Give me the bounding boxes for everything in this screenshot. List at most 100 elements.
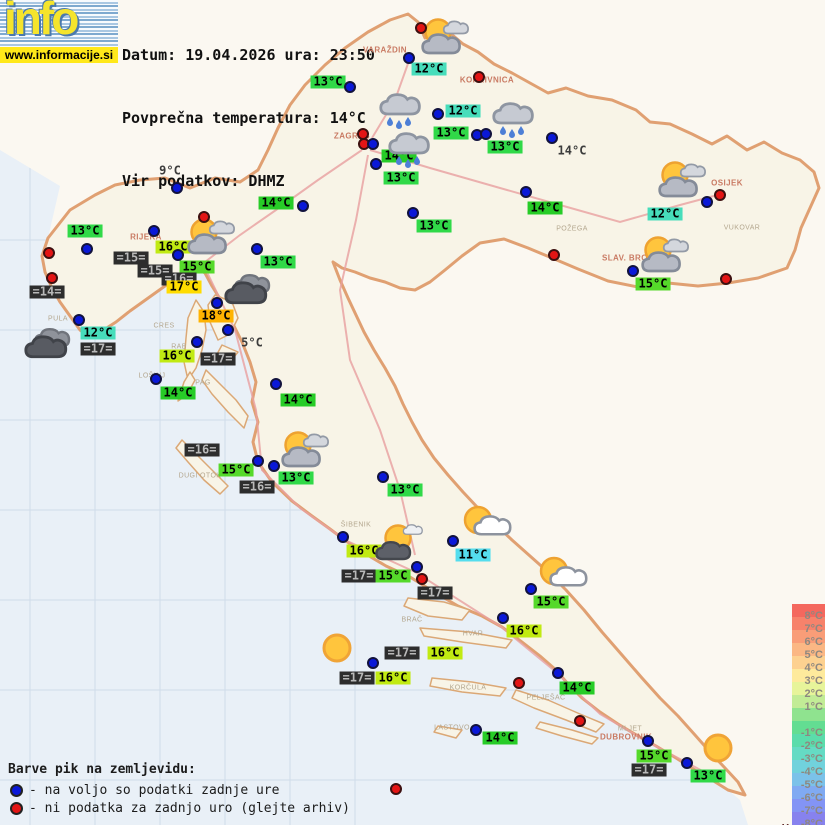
scale-row: 7°C: [792, 617, 825, 635]
station-dot-stale[interactable]: [548, 249, 560, 261]
map-city-label: ZAGREB: [333, 131, 371, 141]
legend-item-label: - na voljo so podatki zadnje ure: [29, 782, 280, 798]
station-dot-recent[interactable]: [268, 460, 280, 472]
map-city-label: DUBROVNIK: [599, 732, 653, 742]
scale-row: -5°C: [792, 773, 825, 791]
no-data-temp-label: =17=: [80, 342, 116, 356]
no-data-temp-label: =17=: [384, 646, 420, 660]
station-dot-recent[interactable]: [367, 657, 379, 669]
station-dot-recent[interactable]: [191, 336, 203, 348]
station-dot-recent[interactable]: [367, 138, 379, 150]
map-city-label: PAG: [195, 379, 211, 387]
station-dot-stale[interactable]: [574, 715, 586, 727]
sun-white-cloud-icon: [534, 554, 588, 596]
sun-cloud-icon: [416, 16, 470, 60]
station-dot-stale[interactable]: [46, 272, 58, 284]
station-dot-recent[interactable]: [642, 735, 654, 747]
temp-label: 13°C: [67, 224, 103, 238]
temp-label: 17°C: [166, 280, 202, 294]
scale-row: 2°C: [792, 682, 825, 700]
station-dot-recent[interactable]: [403, 52, 415, 64]
station-dot-stale[interactable]: [714, 189, 726, 201]
scale-row: -4°C: [792, 760, 825, 778]
temp-label: 13°C: [310, 75, 346, 89]
station-dot-recent[interactable]: [546, 132, 558, 144]
no-data-temp-label: =14=: [29, 285, 65, 299]
sun-icon: [702, 732, 734, 764]
station-dot-recent[interactable]: [337, 531, 349, 543]
station-dot-recent[interactable]: [497, 612, 509, 624]
temp-label: 12°C: [411, 62, 447, 76]
scale-row: -8°C: [792, 812, 825, 825]
map-city-label: PULA: [48, 315, 68, 323]
scale-row: 5°C: [792, 643, 825, 661]
station-dot-recent[interactable]: [172, 249, 184, 261]
station-dot-stale[interactable]: [720, 273, 732, 285]
scale-row: -3°C: [792, 747, 825, 765]
map-city-label: DUGI OTOK: [178, 472, 222, 480]
station-dot-stale[interactable]: [43, 247, 55, 259]
temp-label: 16°C: [506, 624, 542, 638]
temp-label: 13°C: [260, 255, 296, 269]
station-dot-recent[interactable]: [552, 667, 564, 679]
station-dot-recent[interactable]: [701, 196, 713, 208]
station-dot-recent[interactable]: [407, 207, 419, 219]
station-dot-stale[interactable]: [198, 211, 210, 223]
legend-dot-icon: [10, 783, 23, 797]
station-dot-stale[interactable]: [513, 677, 525, 689]
station-dot-recent[interactable]: [470, 724, 482, 736]
header-date-line: Datum: 19.04.2026 ura: 23:50: [122, 46, 375, 64]
station-dot-recent[interactable]: [525, 583, 537, 595]
station-dot-recent[interactable]: [81, 243, 93, 255]
legend-item: - ni podatka za zadnjo uro (glejte arhiv…: [8, 799, 350, 817]
station-dot-stale[interactable]: [390, 783, 402, 795]
station-dot-recent[interactable]: [211, 297, 223, 309]
legend-item-label: - ni podatka za zadnjo uro (glejte arhiv…: [29, 800, 350, 816]
station-dot-recent[interactable]: [411, 561, 423, 573]
station-dot-stale[interactable]: [416, 573, 428, 585]
temp-label: 15°C: [533, 595, 569, 609]
sun-cloud-icon: [276, 429, 330, 473]
station-dot-recent[interactable]: [73, 314, 85, 326]
legend-title: Barve pik na zemljevidu:: [8, 762, 196, 777]
station-dot-recent[interactable]: [480, 128, 492, 140]
scale-row: -7°C: [792, 799, 825, 817]
croatia-border: [40, 12, 821, 797]
temp-label: 12°C: [647, 207, 683, 221]
logo-url[interactable]: www.informacije.si: [0, 47, 118, 63]
map-city-label: HVAR: [462, 630, 484, 638]
station-dot-recent[interactable]: [251, 243, 263, 255]
temp-label: 15°C: [636, 749, 672, 763]
temp-label: 14°C: [280, 393, 316, 407]
station-dot-recent[interactable]: [681, 757, 693, 769]
station-dot-stale[interactable]: [473, 71, 485, 83]
no-data-temp-label: =17=: [417, 586, 453, 600]
station-dot-recent[interactable]: [148, 225, 160, 237]
no-data-temp-label: =17=: [631, 763, 667, 777]
station-dot-recent[interactable]: [520, 186, 532, 198]
station-dot-stale[interactable]: [415, 22, 427, 34]
station-dot-recent[interactable]: [222, 324, 234, 336]
scale-row: [792, 708, 825, 721]
scale-row: 6°C: [792, 630, 825, 648]
station-dot-recent[interactable]: [627, 265, 639, 277]
station-dot-recent[interactable]: [447, 535, 459, 547]
station-dot-recent[interactable]: [377, 471, 389, 483]
station-dot-recent[interactable]: [171, 182, 183, 194]
station-dot-recent[interactable]: [344, 81, 356, 93]
station-dot-recent[interactable]: [370, 158, 382, 170]
map-city-label: BRAČ: [401, 616, 423, 624]
no-data-temp-label: =17=: [339, 671, 375, 685]
station-dot-recent[interactable]: [150, 373, 162, 385]
no-data-temp-label: =15=: [113, 251, 149, 265]
station-dot-recent[interactable]: [270, 378, 282, 390]
station-dot-recent[interactable]: [432, 108, 444, 120]
station-dot-recent[interactable]: [297, 200, 309, 212]
map-city-label: VARAŽDIN: [363, 45, 407, 55]
site-logo[interactable]: info www.informacije.si: [0, 0, 118, 63]
temp-label: 14°C: [482, 731, 518, 745]
temp-label: 16°C: [375, 671, 411, 685]
plain-temp-label: 9°C: [159, 163, 181, 178]
station-dot-recent[interactable]: [252, 455, 264, 467]
temp-label: 11°C: [455, 548, 491, 562]
